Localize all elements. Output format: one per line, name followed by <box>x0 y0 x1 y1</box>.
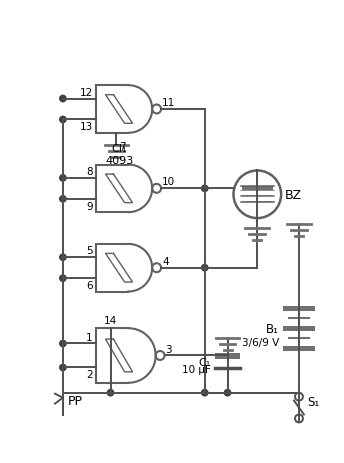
Circle shape <box>60 96 66 102</box>
FancyBboxPatch shape <box>242 187 273 190</box>
Text: 3: 3 <box>165 344 172 354</box>
Text: 2: 2 <box>86 369 93 380</box>
Circle shape <box>202 186 208 192</box>
Text: B₁: B₁ <box>266 322 279 335</box>
Text: 1: 1 <box>86 332 93 342</box>
FancyBboxPatch shape <box>215 353 240 359</box>
Text: 8: 8 <box>86 167 93 176</box>
Text: 11: 11 <box>162 98 175 108</box>
FancyBboxPatch shape <box>283 326 315 332</box>
Text: 4: 4 <box>162 256 169 266</box>
Text: 13: 13 <box>79 122 93 132</box>
Circle shape <box>60 364 66 371</box>
Circle shape <box>224 390 231 396</box>
Circle shape <box>60 275 66 282</box>
Text: 5: 5 <box>86 246 93 256</box>
Text: 6: 6 <box>86 281 93 290</box>
Circle shape <box>107 390 114 396</box>
Text: 3/6/9 V: 3/6/9 V <box>242 338 279 347</box>
Text: 4093: 4093 <box>105 155 133 165</box>
Text: 7: 7 <box>119 141 126 151</box>
Text: 14: 14 <box>104 316 117 325</box>
Text: PP: PP <box>68 394 83 407</box>
Circle shape <box>60 341 66 347</box>
Text: 10: 10 <box>162 177 175 187</box>
FancyBboxPatch shape <box>242 193 273 196</box>
Text: 12: 12 <box>79 88 93 97</box>
Text: BZ: BZ <box>285 188 302 201</box>
Text: C₁: C₁ <box>198 357 211 367</box>
Circle shape <box>60 175 66 181</box>
FancyBboxPatch shape <box>283 307 315 312</box>
Text: CI₁: CI₁ <box>112 144 127 153</box>
FancyBboxPatch shape <box>242 199 273 202</box>
Text: 10 μF: 10 μF <box>182 364 211 374</box>
Text: 9: 9 <box>86 201 93 211</box>
Circle shape <box>60 196 66 202</box>
Circle shape <box>202 265 208 271</box>
Circle shape <box>60 255 66 261</box>
Text: S₁: S₁ <box>307 395 319 408</box>
FancyBboxPatch shape <box>283 346 315 351</box>
Circle shape <box>202 390 208 396</box>
Circle shape <box>60 117 66 123</box>
